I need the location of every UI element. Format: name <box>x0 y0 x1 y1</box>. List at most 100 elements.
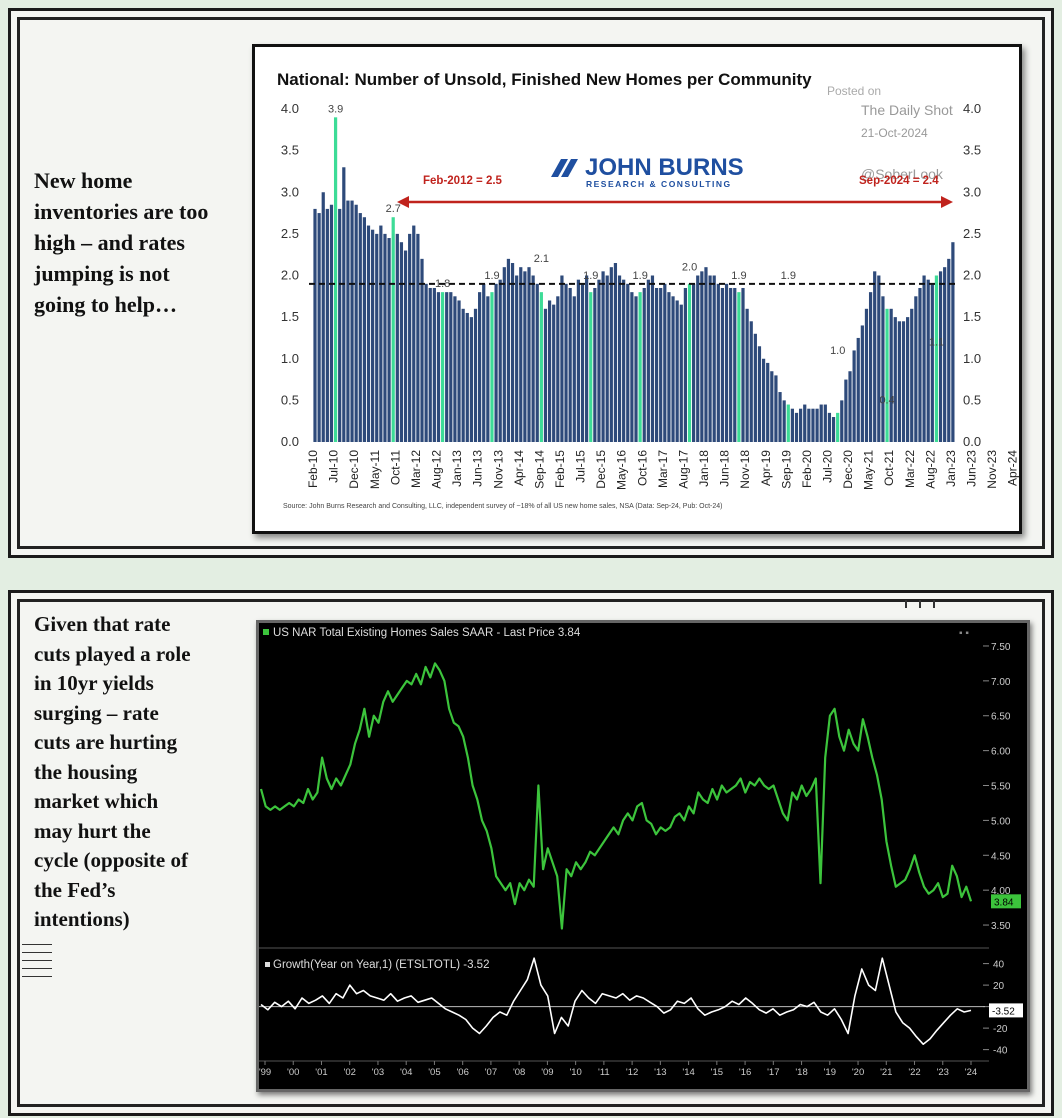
bar <box>408 233 412 442</box>
x-tick-label: '11 <box>598 1067 610 1078</box>
watermark-source: The Daily Shot <box>861 102 953 118</box>
commentary-top: New home inventories are too high – and … <box>34 168 209 317</box>
bar <box>383 233 387 442</box>
x-tick-label: Apr-14 <box>512 450 526 486</box>
bar <box>617 275 622 442</box>
bar <box>877 275 881 442</box>
bar <box>531 275 535 442</box>
logo-mark-icon <box>551 159 568 177</box>
bar <box>379 225 383 442</box>
y-tick-label: 40 <box>993 960 1005 971</box>
bar <box>926 279 930 442</box>
y-tick-label-right: 2.0 <box>963 268 981 283</box>
x-tick-label: '17 <box>767 1067 779 1078</box>
x-tick-label: Jun-13 <box>471 450 485 487</box>
bar-chart-frame: National: Number of Unsold, Finished New… <box>252 44 1040 534</box>
x-tick-label: Nov-18 <box>738 450 752 489</box>
bar-highlight <box>589 292 593 442</box>
bar <box>947 258 951 442</box>
x-tick-label: '13 <box>654 1067 666 1078</box>
growth-panel-label: Growth(Year on Year,1) (ETSLTOTL) -3.52 <box>273 959 489 971</box>
data-label: 2.1 <box>534 253 549 265</box>
bar <box>515 275 519 442</box>
bar <box>469 317 473 442</box>
y-tick-label: 5.50 <box>991 782 1011 793</box>
bar <box>745 308 749 442</box>
decor-line <box>22 968 52 969</box>
sales-line <box>259 662 973 930</box>
bar <box>329 204 334 442</box>
bar <box>712 275 716 442</box>
bar <box>815 408 819 442</box>
x-tick-label: Mar-22 <box>903 450 917 488</box>
x-tick-label: Dec-10 <box>347 450 361 489</box>
bar <box>366 225 371 442</box>
bar <box>873 271 877 442</box>
y-tick-label-right: 0.0 <box>963 434 981 449</box>
bar <box>906 317 910 442</box>
bar <box>770 371 774 442</box>
y-tick-label-left: 0.0 <box>281 434 299 449</box>
x-tick-label: '02 <box>344 1067 356 1078</box>
bar <box>848 371 852 442</box>
x-tick-label: '24 <box>965 1067 977 1078</box>
bar <box>473 308 478 442</box>
bar <box>527 267 531 442</box>
bar-highlight <box>737 292 741 442</box>
bar <box>819 404 823 442</box>
bar <box>910 308 914 442</box>
x-tick-label: Dec-15 <box>594 450 608 489</box>
y-tick-label: 4.00 <box>991 886 1011 897</box>
x-tick-label: '22 <box>908 1067 920 1078</box>
panel-menu-icon[interactable]: ▪ ▪ <box>959 628 969 639</box>
series-swatch-icon <box>263 629 269 635</box>
bar <box>708 275 712 442</box>
bar <box>358 213 362 442</box>
bar <box>395 233 399 442</box>
bar <box>720 287 725 442</box>
x-tick-label: Jul-15 <box>574 450 588 483</box>
bar <box>634 296 638 442</box>
bar-highlight <box>638 292 642 442</box>
bar <box>831 417 836 442</box>
x-tick-label: Oct-11 <box>388 450 402 485</box>
bar <box>478 292 482 442</box>
y-tick-label: 6.00 <box>991 747 1011 758</box>
bar <box>346 200 350 442</box>
bar <box>605 275 609 442</box>
growth-line <box>260 957 972 1046</box>
bar <box>679 304 683 442</box>
range-label-right: Sep-2024 = 2.4 <box>859 175 939 187</box>
bar <box>494 283 498 442</box>
bar <box>893 317 897 442</box>
x-tick-label: Jan-13 <box>450 450 464 487</box>
y-tick-label-left: 2.5 <box>281 226 299 241</box>
x-tick-label: '19 <box>824 1067 836 1078</box>
x-tick-label: '00 <box>287 1067 299 1078</box>
watermark-posted: Posted on <box>827 84 881 98</box>
line-chart: US NAR Total Existing Homes Sales SAAR -… <box>259 627 1023 1078</box>
decor-mark <box>905 600 907 608</box>
bar <box>362 217 366 442</box>
x-tick-label: '15 <box>711 1067 723 1078</box>
bar <box>852 350 856 442</box>
bar-highlight <box>440 292 445 442</box>
watermark-date: 21-Oct-2024 <box>861 126 928 140</box>
bar <box>696 275 700 442</box>
bar <box>700 271 704 442</box>
decor-line <box>22 944 52 945</box>
bar-highlight <box>885 308 889 442</box>
y-tick-label: 20 <box>993 981 1005 992</box>
bar <box>543 308 548 442</box>
bar <box>552 304 556 442</box>
bar <box>609 267 613 442</box>
bar <box>593 287 597 442</box>
bar <box>510 263 515 442</box>
chart-title: National: Number of Unsold, Finished New… <box>277 70 812 89</box>
decor-mark <box>933 600 935 608</box>
arrow-right-icon <box>941 196 953 208</box>
bar <box>547 300 552 442</box>
bar-highlight <box>490 292 494 442</box>
bar <box>901 321 906 442</box>
x-tick-label: Nov-23 <box>985 450 999 489</box>
